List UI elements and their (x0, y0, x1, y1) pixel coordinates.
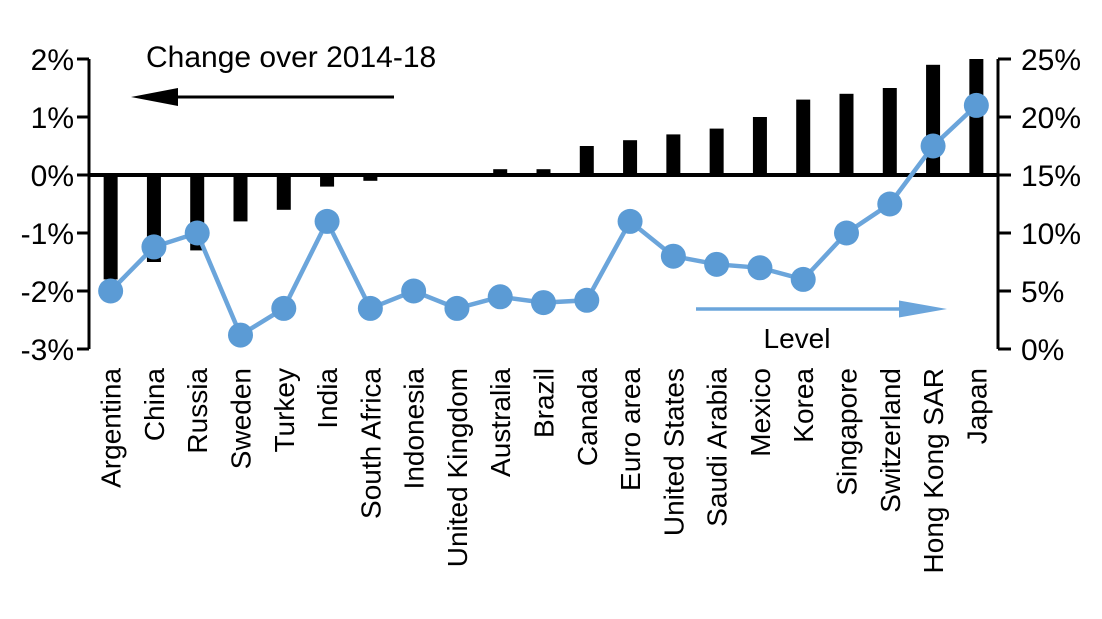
x-axis-label-united-kingdom: United Kingdom (442, 368, 473, 567)
left-axis-tick-label: 2% (31, 44, 74, 77)
x-axis-label-india: India (312, 368, 343, 429)
x-axis-label-euro-area: Euro area (615, 368, 646, 491)
line-point-sweden (228, 322, 253, 348)
right-axis-tick-label: 0% (1021, 334, 1064, 367)
x-axis-label-russia: Russia (182, 368, 213, 454)
bar-saudi-arabia (709, 128, 724, 175)
left-axis-tick-label: 1% (31, 102, 74, 135)
x-axis-label-hong-kong-sar: Hong Kong SAR (918, 368, 949, 573)
left-axis-tick-label: -3% (21, 334, 74, 367)
x-axis-label-singapore: Singapore (832, 368, 863, 496)
x-axis-label-china: China (139, 368, 170, 442)
x-axis-label-japan: Japan (961, 368, 992, 444)
bar-south-africa (363, 175, 378, 181)
bar-series-label: Change over 2014-18 (146, 41, 437, 74)
x-axis-label-switzerland: Switzerland (875, 368, 906, 513)
line-point-united-states (660, 243, 686, 269)
line-series-label: Level (763, 323, 831, 354)
x-axis-label-brazil: Brazil (529, 368, 560, 438)
line-point-china (141, 234, 167, 260)
bar-canada (579, 146, 594, 175)
bar-brazil (536, 169, 551, 175)
line-point-russia (184, 220, 210, 246)
line-point-singapore (834, 220, 859, 246)
line-point-india (314, 208, 340, 234)
bar-mexico (752, 117, 767, 175)
bar-singapore (839, 93, 854, 175)
bar-india (320, 175, 335, 187)
line-point-mexico (747, 255, 773, 281)
line-point-canada (574, 287, 600, 313)
bar-korea (796, 99, 811, 175)
line-point-united-kingdom (444, 295, 470, 321)
bar-united-states (666, 134, 681, 175)
x-axis-label-saudi-arabia: Saudi Arabia (702, 368, 733, 527)
line-point-south-africa (357, 295, 383, 321)
right-axis-tick-label: 15% (1021, 160, 1081, 193)
line-point-australia (487, 284, 513, 310)
bar-australia (493, 169, 508, 175)
line-point-euro-area (617, 208, 643, 234)
x-axis-label-indonesia: Indonesia (399, 368, 430, 490)
x-axis-label-korea: Korea (788, 368, 819, 443)
bar-euro-area (623, 140, 638, 175)
right-axis-tick-label: 5% (1021, 276, 1064, 309)
x-axis-label-turkey: Turkey (269, 368, 300, 453)
x-axis-label-canada: Canada (572, 368, 603, 467)
line-point-indonesia (401, 278, 427, 304)
x-axis-label-south-africa: South Africa (355, 368, 386, 519)
x-axis-label-mexico: Mexico (745, 368, 776, 457)
bar-series-arrow-head (131, 88, 178, 106)
right-axis-tick-label: 25% (1021, 44, 1081, 77)
right-axis-tick-label: 10% (1021, 218, 1081, 251)
bar-sweden (233, 175, 248, 222)
line-point-japan (963, 92, 989, 118)
left-axis-tick-label: -2% (21, 276, 74, 309)
x-axis-label-australia: Australia (485, 368, 516, 477)
line-point-korea (790, 266, 816, 292)
right-axis-tick-label: 20% (1021, 102, 1081, 135)
bar-switzerland (882, 88, 897, 175)
line-point-saudi-arabia (704, 251, 730, 277)
x-axis-label-argentina: Argentina (96, 368, 127, 488)
line-point-switzerland (877, 191, 903, 217)
line-point-argentina (98, 278, 124, 304)
line-point-hong-kong-sar (920, 133, 946, 159)
line-series-arrow-head (899, 300, 947, 318)
x-axis-label-sweden: Sweden (226, 368, 257, 469)
x-axis-label-united-states: United States (658, 368, 689, 536)
line-point-turkey (271, 295, 297, 321)
left-axis-tick-label: 0% (31, 160, 74, 193)
left-axis-tick-label: -1% (21, 218, 74, 251)
line-point-brazil (531, 290, 556, 316)
bar-turkey (276, 175, 291, 210)
bar-argentina (103, 175, 118, 280)
